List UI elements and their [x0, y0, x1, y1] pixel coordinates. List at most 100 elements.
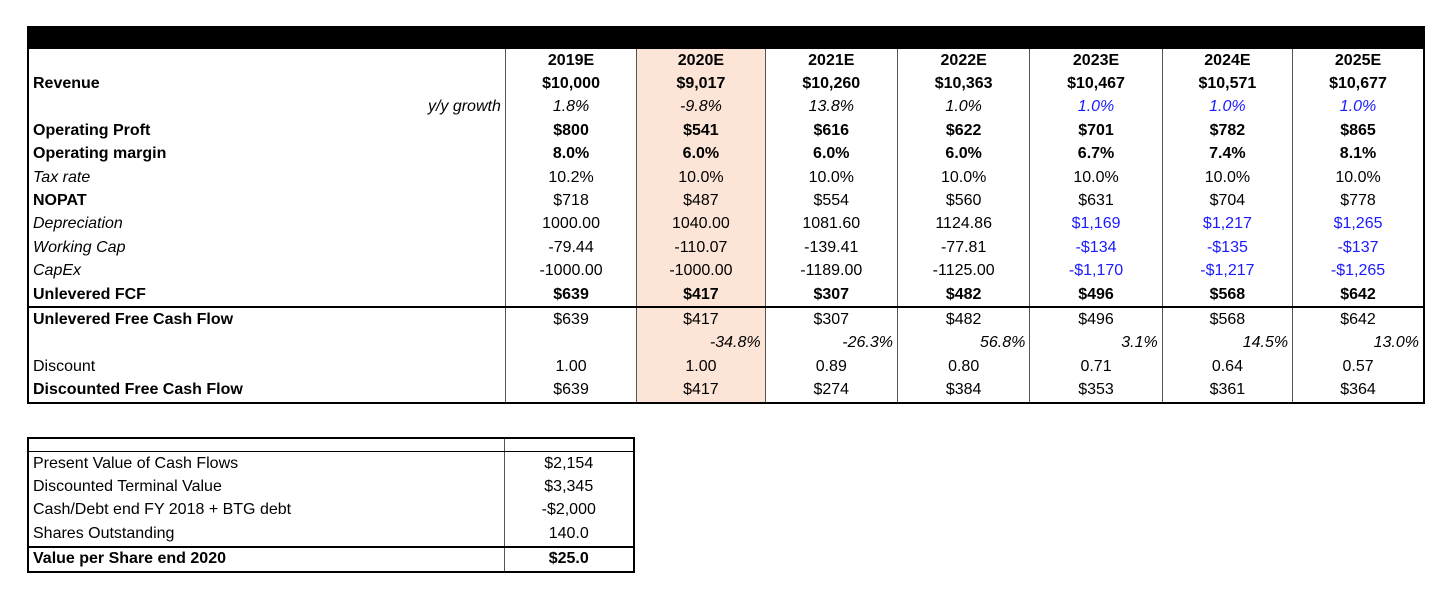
- summary-row: Shares Outstanding 140.0: [28, 522, 634, 547]
- year-header: 2019E: [504, 49, 637, 73]
- summary-label: Discounted Terminal Value: [33, 478, 222, 496]
- cell-2021e: $616: [764, 119, 898, 143]
- depreciation-row: Depreciation 1000.00 1040.00 1081.60 1124.86…: [28, 212, 1424, 237]
- cell-2023e: 1.0%: [1029, 95, 1163, 120]
- cell-2020e: 10.0%: [636, 165, 766, 190]
- operating-profit-row: Operating Proft $800 $541 $616 $622 $701 $782 $…: [28, 119, 1424, 143]
- cell-2024e: $1,217: [1161, 212, 1293, 237]
- cell-2025e: $642: [1292, 282, 1424, 309]
- operating-margin-row: Operating margin 8.0% 6.0% 6.0% 6.0% 6.7% 7.4%…: [28, 142, 1424, 166]
- cell-2019e: 8.0%: [504, 142, 637, 166]
- year-header: 2024E: [1161, 49, 1293, 73]
- row-label: Working Cap: [33, 238, 126, 256]
- cell-2019e: -1000.00: [504, 259, 637, 283]
- cell-2020e: $9,017: [636, 72, 766, 96]
- summary-value: $2,154: [503, 451, 634, 476]
- revenue-row: Revenue $10,000 $9,017 $10,260 $10,363 $10,46…: [28, 72, 1424, 96]
- cell-2020e: -9.8%: [636, 95, 766, 120]
- cell-2024e: $361: [1161, 378, 1293, 403]
- row-label: Unlevered Free Cash Flow: [33, 310, 234, 328]
- cell-2023e: $496: [1029, 282, 1163, 309]
- cell-2025e: 0.57: [1292, 355, 1424, 379]
- cell-2025e: -$137: [1292, 236, 1424, 260]
- cell-2022e: $482: [896, 282, 1030, 309]
- nopat-row: NOPAT $718 $487 $554 $560 $631 $704 $778: [28, 189, 1424, 213]
- cell-2022e: 6.0%: [896, 142, 1030, 166]
- cell-2023e: $631: [1029, 189, 1163, 213]
- summary-label: Present Value of Cash Flows: [33, 454, 239, 472]
- cell-2020e: $417: [636, 282, 766, 309]
- cell-2020e: -110.07: [636, 236, 766, 260]
- cell-2022e: $10,363: [896, 72, 1030, 96]
- cell-2023e: $10,467: [1029, 72, 1163, 96]
- unlevered-fcf-row: Unlevered FCF $639 $417 $307 $482 $496 $568 $64…: [28, 282, 1424, 309]
- year-header: 2025E: [1292, 49, 1424, 73]
- row-label: CapEx: [33, 262, 82, 280]
- cell-2024e: 0.64: [1161, 355, 1293, 379]
- summary-label: Value per Share end 2020: [28, 545, 504, 572]
- cell-2023e: 10.0%: [1029, 165, 1163, 190]
- summary-row: Discounted Terminal Value $3,345: [28, 475, 634, 499]
- header-row: 2019E 2020E 2021E 2022E 2023E 2024E 2025E: [28, 49, 1424, 73]
- cell-2019e: $718: [504, 189, 637, 213]
- cell-2024e: 7.4%: [1161, 142, 1293, 166]
- cell-2025e: -$1,265: [1292, 259, 1424, 283]
- row-label: Depreciation: [33, 215, 123, 233]
- yy-growth-row: y/y growth 1.8% -9.8% 13.8% 1.0% 1.0% 1.0% 1.0%: [28, 95, 1424, 120]
- fcf-growth-row: -34.8% -26.3% 56.8% 3.1% 14.5% 13.0%: [28, 331, 1424, 356]
- cell-2024e: -$135: [1161, 236, 1293, 260]
- cell-2024e: $704: [1161, 189, 1293, 213]
- cell-2021e: 13.8%: [764, 95, 898, 120]
- row-label: [28, 332, 505, 355]
- summary-row: Cash/Debt end FY 2018 + BTG debt -$2,000: [28, 498, 634, 523]
- summary-value: $3,345: [503, 475, 634, 499]
- cell-2020e: 1.00: [636, 355, 766, 379]
- cell-2019e: 1000.00: [504, 212, 637, 237]
- cell-2021e: $307: [764, 282, 898, 309]
- cell-2019e: -79.44: [504, 236, 637, 260]
- year-header: 2022E: [896, 49, 1030, 73]
- cell-2021e: 1081.60: [764, 212, 898, 237]
- summary-value: -$2,000: [503, 498, 634, 523]
- cell-2024e: $568: [1161, 307, 1293, 332]
- cell-2021e: -139.41: [764, 236, 898, 260]
- summary-value: 140.0: [503, 522, 634, 547]
- cell-2025e: $10,677: [1292, 72, 1424, 96]
- row-label: [28, 49, 505, 72]
- cell-2023e: -$134: [1029, 236, 1163, 260]
- cell-2022e: $384: [896, 378, 1030, 403]
- cell-2024e: $568: [1161, 282, 1293, 309]
- cell-2022e: -1125.00: [896, 259, 1030, 283]
- cell-2019e: $639: [504, 378, 637, 403]
- cell-2023e: 3.1%: [1029, 331, 1163, 356]
- cell-2021e: 0.89: [764, 355, 898, 379]
- spacer-cell: [503, 438, 634, 452]
- cell-2022e: 1.0%: [896, 95, 1030, 120]
- cell-2021e: $10,260: [764, 72, 898, 96]
- cell-2025e: $364: [1292, 378, 1424, 403]
- cell-2023e: $496: [1029, 307, 1163, 332]
- cell-2019e: $800: [504, 119, 637, 143]
- cell-2023e: -$1,170: [1029, 259, 1163, 283]
- cell-2021e: $554: [764, 189, 898, 213]
- cell-2021e: -1189.00: [764, 259, 898, 283]
- cell-2022e: 1124.86: [896, 212, 1030, 237]
- cell-2024e: 1.0%: [1161, 95, 1293, 120]
- cell-2020e: 6.0%: [636, 142, 766, 166]
- cell-2025e: 13.0%: [1292, 331, 1424, 356]
- cell-2019e: $639: [504, 282, 637, 309]
- row-label: Discount: [33, 357, 96, 375]
- cell-2019e: 1.00: [504, 355, 637, 379]
- cell-2020e: $417: [636, 378, 766, 403]
- summary-row: Present Value of Cash Flows $2,154: [28, 451, 634, 476]
- tax-rate-row: Tax rate 10.2% 10.0% 10.0% 10.0% 10.0% 10.0% 10…: [28, 165, 1424, 190]
- cell-2019e: [504, 331, 637, 356]
- summary-label: Shares Outstanding: [33, 524, 175, 542]
- cell-2019e: 1.8%: [504, 95, 637, 120]
- cell-2022e: $482: [896, 307, 1030, 332]
- cell-2020e: $541: [636, 119, 766, 143]
- year-header: 2021E: [764, 49, 898, 73]
- spacer-cell: [28, 438, 504, 452]
- cell-2024e: -$1,217: [1161, 259, 1293, 283]
- cell-2025e: $642: [1292, 307, 1424, 332]
